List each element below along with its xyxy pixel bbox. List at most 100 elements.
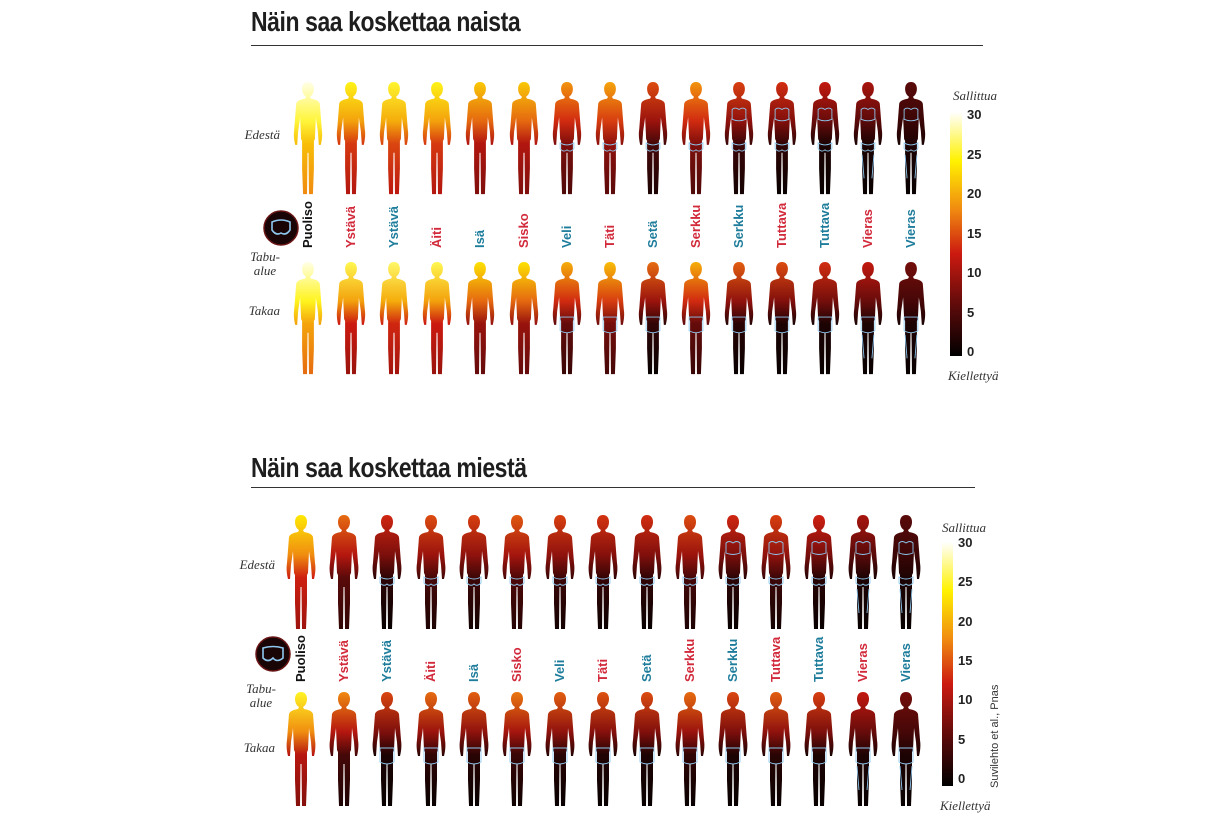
panel-title: Näin saa koskettaa naista — [251, 6, 521, 37]
body-map-front — [419, 80, 455, 203]
relation-label: Setä — [644, 220, 660, 248]
relation-label: Puoliso — [293, 635, 308, 682]
body-map-back — [592, 260, 628, 383]
body-map-back — [462, 260, 498, 383]
colorbar-tick-label: 20 — [958, 613, 973, 629]
colorbar-tick-label: 10 — [967, 265, 982, 280]
relation-label: Veli — [552, 659, 568, 682]
relation-label: Serkku — [725, 638, 740, 682]
body-map-front — [326, 513, 362, 638]
relation-label: Tuttava — [774, 202, 790, 248]
relation-label: Serkku — [681, 638, 697, 682]
relation-label: Vieras — [903, 209, 919, 248]
colorbar-tick-label: 15 — [967, 225, 982, 241]
panel-women: Näin saa koskettaa naista Edestä Takaa T… — [244, 6, 999, 383]
body-map-back — [326, 690, 362, 815]
body-map-front — [845, 513, 881, 638]
relation-label: Veli — [558, 225, 574, 248]
body-map-front — [678, 80, 714, 203]
relation-label: Tuttava — [817, 202, 833, 248]
body-map-front — [758, 513, 794, 638]
body-map-front — [721, 80, 757, 203]
body-map-front — [376, 80, 412, 203]
body-map-back — [413, 690, 449, 815]
back-row-label: Takaa — [248, 303, 280, 318]
relation-label: Serkku — [687, 204, 703, 248]
colorbar-tick-label: 10 — [958, 692, 973, 708]
body-map-back — [888, 690, 924, 815]
body-map-back — [585, 690, 621, 815]
relation-label: Sisko — [509, 647, 524, 682]
relation-label: Äiti — [429, 227, 445, 248]
taboo-legend-icon — [263, 210, 299, 246]
relation-label: Vieras — [897, 643, 913, 682]
body-map-front — [635, 80, 671, 203]
colorbar — [950, 112, 962, 356]
body-map-back — [542, 690, 578, 815]
body-map-front — [888, 513, 924, 638]
colorbar-tick-label: 20 — [967, 186, 982, 201]
front-row-label: Edestä — [244, 127, 280, 142]
body-map-back — [499, 690, 535, 815]
panel-title: Näin saa koskettaa miestä — [251, 452, 527, 483]
body-map-front — [715, 513, 751, 638]
colorbar-tick-label: 5 — [958, 731, 966, 747]
body-map-front — [462, 80, 498, 203]
relation-label: Vieras — [860, 209, 876, 248]
front-row-label: Edestä — [239, 557, 275, 572]
source-credit: Suvilehto et al., Pnas — [989, 684, 1001, 788]
body-map-front — [413, 513, 449, 638]
body-map-back — [629, 690, 665, 815]
body-map-front — [290, 80, 326, 203]
body-map-back — [369, 690, 405, 815]
relation-label: Tuttava — [811, 636, 827, 682]
body-map-back — [635, 260, 671, 383]
relation-label: Ystävä — [386, 206, 402, 248]
relation-label: Täti — [595, 658, 611, 682]
colorbar-tick-label: 15 — [958, 652, 973, 668]
back-row-label: Takaa — [243, 740, 275, 755]
colorbar-tick-label: 0 — [958, 770, 966, 786]
body-map-back — [333, 260, 369, 383]
body-map-back — [850, 260, 886, 383]
title-rule — [251, 487, 975, 488]
body-map-back — [758, 690, 794, 815]
taboo-label: Tabu-alue — [246, 681, 276, 710]
relation-label: Isä — [472, 229, 488, 248]
colorbar-top-label: Sallittua — [953, 88, 998, 103]
taboo-legend-icon — [255, 636, 291, 672]
body-map-front — [549, 80, 585, 203]
body-map-front — [672, 513, 708, 638]
body-map-front — [283, 513, 319, 638]
body-map-front — [801, 513, 837, 638]
body-map-back — [678, 260, 714, 383]
panel-men: Näin saa koskettaa miestä Edestä Takaa T… — [0, 410, 1230, 820]
body-map-back — [506, 260, 542, 383]
colorbar-tick-label: 0 — [967, 344, 975, 359]
body-map-front — [456, 513, 492, 638]
body-map-front — [542, 513, 578, 638]
title-rule — [251, 45, 983, 46]
body-map-front — [893, 80, 929, 203]
body-map-back — [290, 260, 326, 383]
body-map-front — [807, 80, 843, 203]
body-map-front — [850, 80, 886, 203]
body-map-back — [672, 690, 708, 815]
body-map-back — [283, 690, 319, 815]
relation-label: Ystävä — [343, 206, 359, 248]
body-map-front — [499, 513, 535, 638]
body-map-front — [764, 80, 800, 203]
body-map-front — [592, 80, 628, 203]
relation-label: Sisko — [515, 213, 531, 248]
colorbar — [942, 542, 953, 786]
body-map-back — [376, 260, 412, 383]
body-map-front — [629, 513, 665, 638]
relation-label: Setä — [638, 654, 654, 682]
colorbar-tick-label: 30 — [958, 535, 973, 550]
colorbar-bottom-label: Kiellettyä — [940, 798, 991, 813]
relation-label: Isä — [465, 663, 481, 682]
relation-label: Tuttava — [768, 636, 784, 682]
body-map-back — [715, 690, 751, 815]
relation-label: Täti — [601, 224, 617, 248]
relation-label: Äiti — [422, 661, 438, 682]
